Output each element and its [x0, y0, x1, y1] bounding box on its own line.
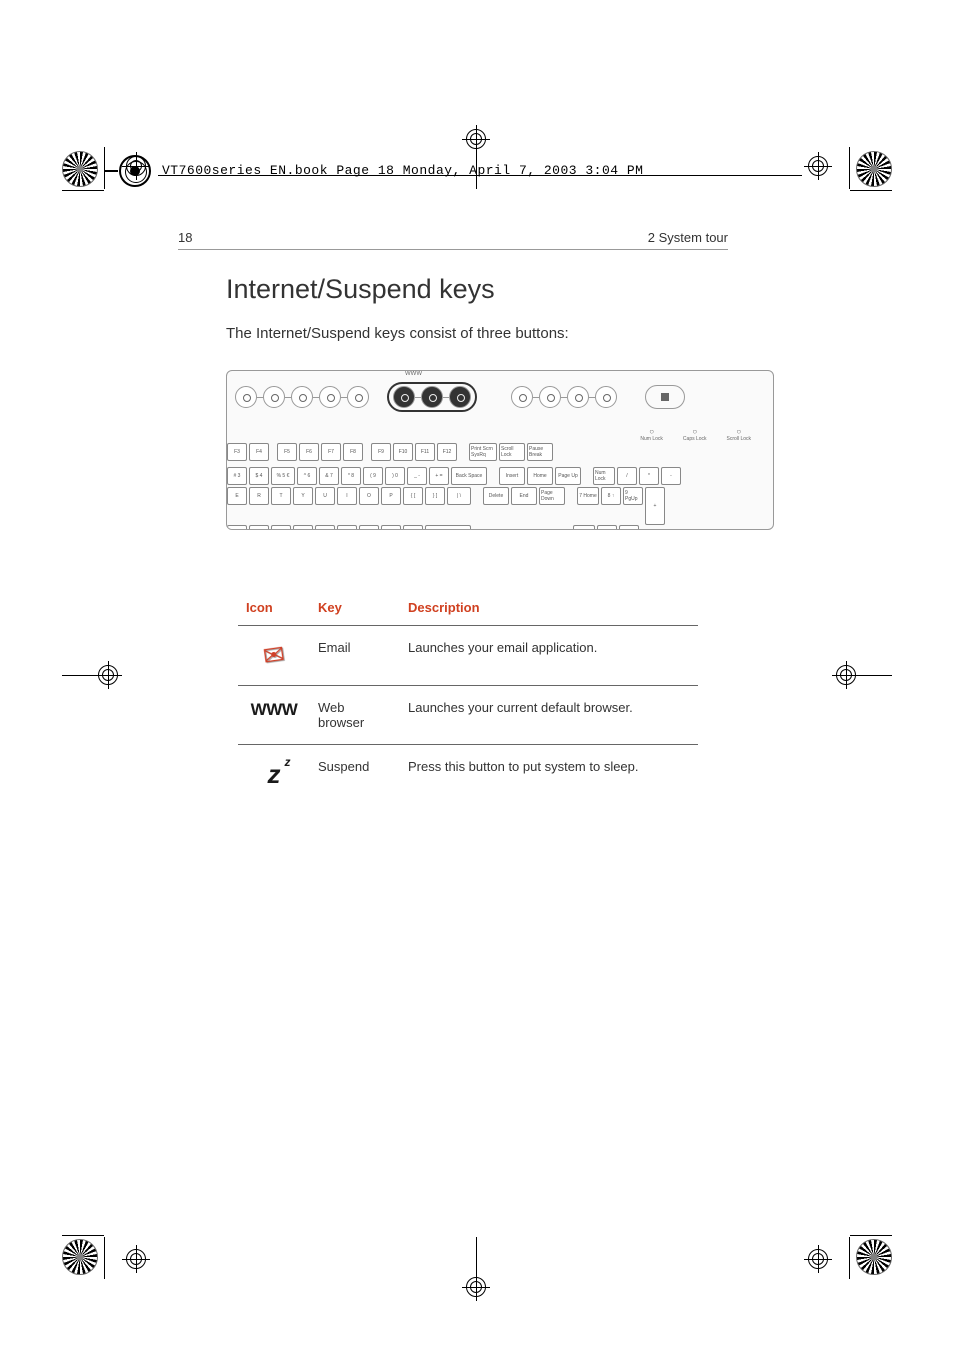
- media-button: [347, 386, 369, 408]
- header-rule: [178, 249, 728, 250]
- header-rule: [158, 175, 802, 176]
- www-button: [449, 386, 471, 408]
- icon-key-table: Icon Key Description ✉ Email Launches yo…: [238, 590, 698, 804]
- media-button: [235, 386, 257, 408]
- crop-mark: [62, 1235, 104, 1236]
- registration-mark: [804, 1245, 832, 1273]
- key-label: Email: [310, 626, 400, 686]
- lock-indicators: Num Lock Caps Lock Scroll Lock: [640, 427, 751, 442]
- print-corner-dot: [856, 1239, 892, 1275]
- registration-mark: [122, 1245, 150, 1273]
- media-button: [319, 386, 341, 408]
- media-button: [539, 386, 561, 408]
- www-icon: WWW: [251, 700, 298, 719]
- key-desc: Launches your email application.: [400, 626, 698, 686]
- intro-text: The Internet/Suspend keys consist of thr…: [226, 325, 728, 342]
- page-title: Internet/Suspend keys: [226, 274, 728, 305]
- page-content: 18 2 System tour Internet/Suspend keys T…: [178, 230, 728, 804]
- registration-mark: [462, 1273, 490, 1301]
- header-decoration: [104, 170, 118, 172]
- media-button: [291, 386, 313, 408]
- media-button: [263, 386, 285, 408]
- email-button: [421, 386, 443, 408]
- keyboard-diagram: WWW Num Lock Caps Lock Scroll Lock F3 F4…: [226, 370, 774, 530]
- key-label: Web browser: [310, 686, 400, 745]
- table-row: ✉ Email Launches your email application.: [238, 626, 698, 686]
- crop-mark: [62, 190, 104, 191]
- crop-mark: [850, 1235, 892, 1236]
- col-icon: Icon: [238, 590, 310, 626]
- book-ring-icon: [119, 155, 151, 187]
- suspend-button: [393, 386, 415, 408]
- crop-mark: [849, 1237, 850, 1279]
- crop-mark: [104, 147, 105, 189]
- page-number: 18: [178, 230, 192, 245]
- keyboard-keys: F3 F4 F5 F6 F7 F8 F9 F10 F11 F12 Print S…: [227, 443, 767, 530]
- print-corner-dot: [62, 1239, 98, 1275]
- col-key: Key: [310, 590, 400, 626]
- media-button: [511, 386, 533, 408]
- registration-mark: [804, 152, 832, 180]
- crop-mark: [104, 1237, 105, 1279]
- key-desc: Press this button to put system to sleep…: [400, 745, 698, 805]
- crop-mark: [849, 147, 850, 189]
- registration-mark: [94, 661, 122, 689]
- media-labels: WWW: [405, 371, 422, 377]
- media-button: [595, 386, 617, 408]
- suspend-icon: z: [268, 759, 281, 790]
- power-button: [645, 385, 685, 409]
- col-desc: Description: [400, 590, 698, 626]
- print-corner-dot: [62, 151, 98, 187]
- media-button: [567, 386, 589, 408]
- section-label: 2 System tour: [648, 230, 728, 245]
- registration-mark: [832, 661, 860, 689]
- crop-mark: [850, 190, 892, 191]
- table-row: WWW Web browser Launches your current de…: [238, 686, 698, 745]
- email-icon: ✉: [261, 639, 287, 673]
- registration-mark: [462, 125, 490, 153]
- print-corner-dot: [856, 151, 892, 187]
- key-label: Suspend: [310, 745, 400, 805]
- table-row: z Suspend Press this button to put syste…: [238, 745, 698, 805]
- key-desc: Launches your current default browser.: [400, 686, 698, 745]
